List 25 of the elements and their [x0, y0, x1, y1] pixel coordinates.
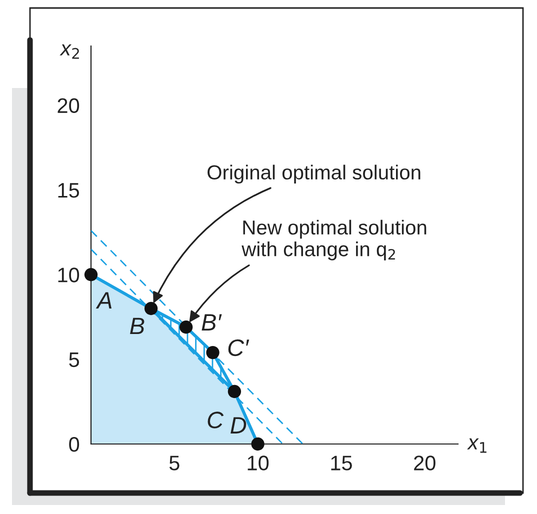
x-tick-label: 10 — [248, 456, 269, 470]
point — [251, 437, 264, 451]
x-tick-label: 20 — [414, 456, 436, 470]
annotation: B — [130, 318, 144, 334]
annotation: A — [96, 292, 112, 309]
annotation: D — [230, 417, 246, 434]
y-axis-title: x$_{2}$ — [60, 44, 79, 59]
point — [180, 320, 193, 334]
point — [144, 302, 158, 316]
y-tick-label: 0 — [69, 437, 80, 452]
x-axis-title: x$_{1}$ — [467, 438, 486, 453]
annotation: New optimal solution with change in q$_{2}$ — [242, 220, 426, 260]
point — [228, 384, 242, 398]
x-tick-label: 5 — [169, 456, 180, 470]
annotation: C — [208, 412, 224, 428]
y-tick-label: 15 — [58, 183, 80, 198]
annotation: C′ — [228, 339, 250, 356]
point — [206, 346, 220, 360]
annotation: Original optimal solution — [208, 164, 420, 184]
annotation: B′ — [202, 314, 222, 330]
y-tick-label: 5 — [69, 352, 80, 368]
x-tick-label: 15 — [331, 456, 352, 470]
y-tick-label: 20 — [58, 98, 80, 114]
y-tick-label: 10 — [58, 268, 80, 282]
point — [84, 268, 98, 282]
